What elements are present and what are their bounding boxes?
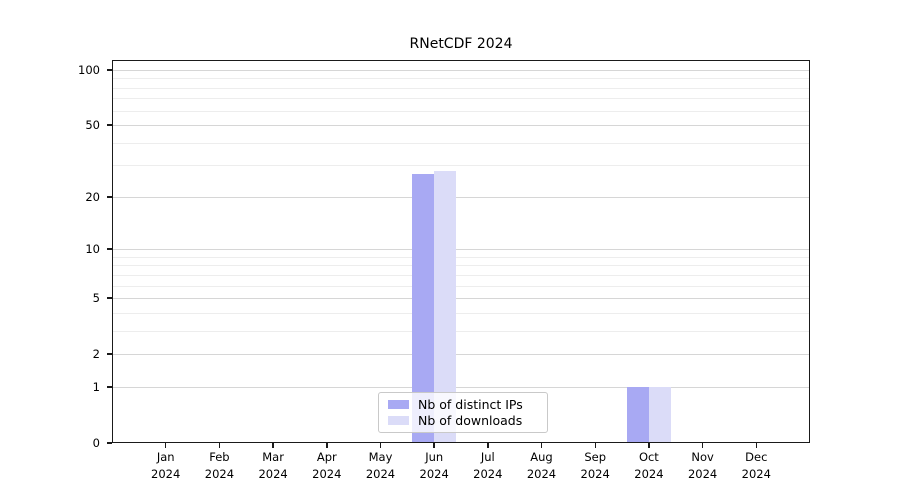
x-tick-mark-jul [487,443,489,448]
x-tick-label-sep: Sep 2024 [565,449,625,482]
x-tick-year: 2024 [741,466,771,481]
x-tick-label-apr: Apr 2024 [297,449,357,482]
x-tick-mark-jan [164,443,167,448]
x-tick-month: Feb [209,450,230,464]
x-tick-year: 2024 [580,466,610,481]
bar-oct-distinct-ips [626,386,649,443]
legend-label-downloads: Nb of downloads [418,412,523,428]
x-tick-month: Aug [530,450,553,464]
x-tick-mark-oct [648,443,650,448]
x-tick-year: 2024 [634,466,664,481]
x-tick-month: Jan [156,450,175,464]
gridline-100 [112,69,810,71]
bar-jun-distinct-ips [412,173,435,443]
x-tick-year: 2024 [526,466,557,481]
x-tick-year: 2024 [473,466,503,481]
x-tick-year: 2024 [312,466,342,481]
x-tick-mark-dec [755,443,758,448]
x-tick-month: Nov [691,450,714,464]
gridline-minor-90 [112,78,810,80]
legend-swatch-distinct-ips [388,400,409,410]
x-tick-month: May [368,450,393,464]
y-tick-label-1: 1 [92,379,100,394]
x-tick-year: 2024 [687,466,718,481]
x-tick-year: 2024 [419,466,449,481]
x-tick-month: Apr [316,450,337,464]
x-tick-year: 2024 [365,466,396,481]
y-tick-mark-20 [107,196,112,198]
gridline-minor-8 [112,265,810,267]
y-tick-mark-1 [107,386,112,388]
x-tick-label-oct: Oct 2024 [619,449,679,482]
x-tick-month: Jun [425,450,444,464]
y-tick-label-10: 10 [85,242,100,257]
x-tick-mark-nov [701,443,704,448]
gridlines-layer [112,60,810,443]
x-tick-month: Dec [745,450,768,464]
gridline-minor-9 [112,256,810,258]
gridline-minor-40 [112,142,810,144]
x-tick-label-feb: Feb 2024 [189,449,249,482]
y-tick-label-100: 100 [78,62,100,77]
chart-title: RNetCDF 2024 [409,36,513,52]
gridline-2 [112,354,810,356]
x-tick-mark-mar [272,443,274,448]
y-tick-mark-2 [107,353,112,355]
bar-jun-downloads [434,170,457,443]
gridline-50 [112,125,810,126]
plot-area [112,60,810,443]
gridline-minor-80 [112,87,810,89]
x-tick-label-mar: Mar 2024 [243,449,303,482]
x-tick-label-nov: Nov 2024 [673,449,733,482]
y-tick-label-50: 50 [85,118,100,132]
x-tick-mark-feb [218,443,221,448]
y-tick-label-0: 0 [92,436,100,450]
x-tick-year: 2024 [258,466,288,481]
x-tick-year: 2024 [204,466,235,481]
x-tick-label-aug: Aug 2024 [512,449,572,482]
x-tick-month: Sep [584,450,607,464]
bars-layer [112,60,810,443]
x-tick-label-jun: Jun 2024 [404,449,464,482]
x-tick-label-jan: Jan 2024 [136,449,196,482]
gridline-minor-30 [112,165,810,167]
gridline-minor-60 [112,110,810,112]
gridline-10 [112,249,810,251]
x-tick-mark-sep [594,443,596,448]
x-tick-mark-apr [326,443,328,448]
x-tick-label-dec: Dec 2024 [726,449,786,482]
legend-swatch-downloads [388,415,409,425]
gridline-5 [112,298,810,300]
gridline-20 [112,196,810,198]
x-tick-year: 2024 [151,466,181,481]
bar-oct-downloads [648,386,671,443]
gridline-1 [112,386,810,388]
gridline-minor-3 [112,330,810,332]
x-tick-mark-aug [540,443,543,448]
y-tick-label-2: 2 [92,347,100,362]
x-tick-month: Mar [262,450,284,464]
y-tick-label-20: 20 [85,189,100,204]
y-tick-mark-50 [107,124,112,126]
x-tick-mark-jun [433,443,435,448]
gridline-minor-7 [112,274,810,276]
y-tick-mark-0 [107,442,112,444]
legend-label-distinct-ips: Nb of distinct IPs [418,397,523,413]
gridline-minor-6 [112,285,810,287]
x-tick-month: Oct [638,450,659,464]
gridline-minor-70 [112,98,810,100]
y-tick-mark-100 [107,69,112,71]
x-tick-month: Jul [480,450,495,464]
legend-entry-downloads: Nb of downloads [388,413,539,428]
gridline-minor-4 [112,312,810,314]
legend-entry-distinct-ips: Nb of distinct IPs [388,397,539,412]
legend: Nb of distinct IPs Nb of downloads [378,392,548,433]
x-tick-label-jul: Jul 2024 [458,449,518,482]
y-tick-label-5: 5 [92,291,100,306]
x-tick-label-may: May 2024 [351,449,411,482]
y-tick-mark-5 [107,297,112,299]
x-tick-mark-may [379,443,382,448]
y-tick-mark-10 [107,248,112,250]
